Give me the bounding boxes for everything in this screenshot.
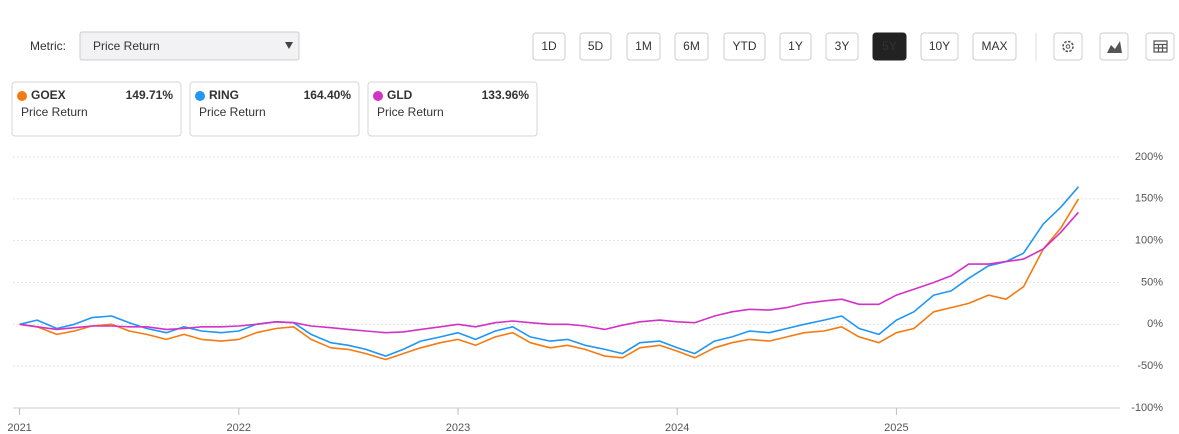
button-label[interactable]: 3Y [835, 39, 850, 53]
range-button[interactable]: YTD [723, 32, 766, 61]
button-box[interactable] [1053, 32, 1083, 61]
range-button[interactable]: 5Y [872, 32, 907, 61]
button-box[interactable] [1099, 32, 1129, 61]
series-line [19, 198, 1080, 361]
button-box[interactable] [779, 32, 812, 61]
button-label[interactable]: 10Y [929, 39, 950, 53]
button-box[interactable] [723, 32, 766, 61]
range-button[interactable]: 1Y [779, 32, 812, 61]
legend-metric: Price Return [377, 105, 444, 119]
button-label[interactable]: 1M [635, 39, 652, 53]
button-label[interactable]: YTD [733, 39, 757, 53]
table-icon [1153, 40, 1168, 53]
range-button[interactable]: MAX [972, 32, 1017, 61]
button-box[interactable] [626, 32, 661, 61]
x-tick-label: 2022 [227, 422, 251, 434]
button-label[interactable]: 1D [541, 39, 557, 53]
y-tick-label: 50% [1141, 276, 1163, 288]
legend-value: 164.40% [304, 88, 352, 102]
x-tick-label: 2021 [7, 422, 31, 434]
metric-dropdown[interactable]: Price Return [79, 31, 300, 61]
legend-name: RING [209, 88, 239, 102]
legend-dot [195, 91, 205, 101]
button-box[interactable] [872, 32, 907, 61]
gear-icon [1065, 44, 1071, 49]
y-tick-label: 100% [1135, 235, 1163, 247]
gear-icon [1062, 40, 1074, 53]
button-box[interactable] [674, 32, 709, 61]
button-label[interactable]: 6M [683, 39, 700, 53]
range-button[interactable]: 1M [626, 32, 661, 61]
range-button[interactable]: 3Y [825, 32, 859, 61]
series-line [19, 186, 1080, 357]
settings-button[interactable] [1053, 32, 1083, 61]
button-box[interactable] [920, 32, 959, 61]
dropdown-arrow [285, 42, 293, 49]
button-label[interactable]: 1Y [788, 39, 803, 53]
chart-type-button[interactable] [1099, 32, 1129, 61]
legend-name: GOEX [31, 88, 66, 102]
range-button[interactable]: 1D [532, 32, 566, 61]
range-button[interactable]: 5D [579, 32, 612, 61]
button-box[interactable] [825, 32, 859, 61]
legend-metric: Price Return [21, 105, 88, 119]
button-box[interactable] [579, 32, 612, 61]
legend-value: 133.96% [482, 88, 530, 102]
legend-dot [373, 91, 383, 101]
y-tick-label: 150% [1135, 193, 1163, 205]
range-button[interactable]: 6M [674, 32, 709, 61]
dropdown-value[interactable]: Price Return [93, 39, 160, 53]
series-line [19, 211, 1080, 334]
legend-dot [17, 91, 27, 101]
y-tick-label: -100% [1131, 402, 1163, 414]
button-box[interactable] [532, 32, 566, 61]
y-tick-label: 0% [1147, 318, 1163, 330]
legend-card[interactable]: GLD 133.96% Price Return [367, 81, 538, 137]
button-box[interactable] [972, 32, 1017, 61]
legend-card[interactable]: GOEX 149.71% Price Return [11, 81, 182, 137]
x-tick-label: 2024 [665, 422, 689, 434]
x-tick-label: 2023 [446, 422, 470, 434]
area-icon [1107, 41, 1122, 53]
button-label[interactable]: 5D [588, 39, 604, 53]
range-button[interactable]: 10Y [920, 32, 959, 61]
card-box[interactable] [11, 81, 182, 137]
card-box[interactable] [189, 81, 360, 137]
table-button[interactable] [1145, 32, 1175, 61]
legend-card[interactable]: RING 164.40% Price Return [189, 81, 360, 137]
y-tick-label: -50% [1137, 360, 1163, 372]
legend-metric: Price Return [199, 105, 266, 119]
card-box[interactable] [367, 81, 538, 137]
x-tick-label: 2025 [884, 422, 908, 434]
y-tick-label: 200% [1135, 151, 1163, 163]
legend-value: 149.71% [126, 88, 174, 102]
metric-label: Metric: [30, 39, 66, 53]
button-label[interactable]: 5Y [882, 39, 897, 53]
button-label[interactable]: MAX [981, 39, 1007, 53]
dropdown-box[interactable] [79, 31, 300, 61]
button-box[interactable] [1145, 32, 1175, 61]
legend-name: GLD [387, 88, 413, 102]
